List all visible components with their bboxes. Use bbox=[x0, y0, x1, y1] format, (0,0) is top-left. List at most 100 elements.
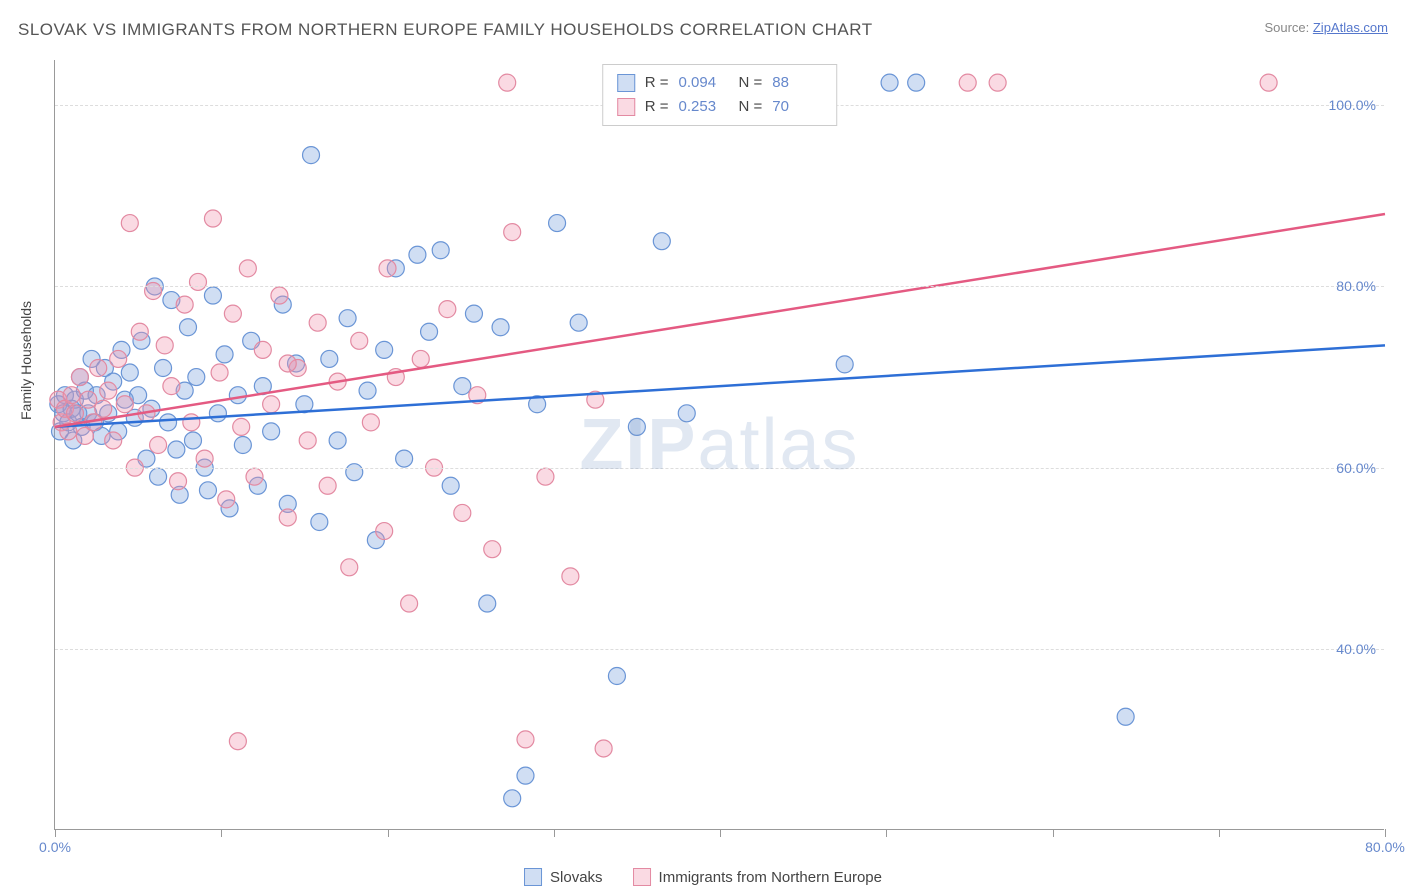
data-point bbox=[401, 595, 418, 612]
source-attribution: Source: ZipAtlas.com bbox=[1264, 20, 1388, 35]
data-point bbox=[537, 468, 554, 485]
data-point bbox=[150, 437, 167, 454]
chart-header: SLOVAK VS IMMIGRANTS FROM NORTHERN EUROP… bbox=[18, 20, 1388, 40]
legend-label: Slovaks bbox=[550, 869, 603, 886]
data-point bbox=[110, 350, 127, 367]
data-point bbox=[329, 432, 346, 449]
stat-r-value: 0.094 bbox=[679, 71, 729, 95]
data-point bbox=[168, 441, 185, 458]
x-tick bbox=[55, 829, 56, 837]
stat-n-label: N = bbox=[739, 95, 763, 119]
data-point bbox=[90, 360, 107, 377]
y-tick-label: 60.0% bbox=[1336, 460, 1376, 476]
data-point bbox=[442, 477, 459, 494]
x-tick bbox=[720, 829, 721, 837]
data-point bbox=[309, 314, 326, 331]
data-point bbox=[562, 568, 579, 585]
data-point bbox=[1260, 74, 1277, 91]
data-point bbox=[263, 423, 280, 440]
data-point bbox=[204, 210, 221, 227]
source-prefix: Source: bbox=[1264, 20, 1312, 35]
data-point bbox=[234, 437, 251, 454]
legend-label: Immigrants from Northern Europe bbox=[659, 869, 882, 886]
data-point bbox=[454, 378, 471, 395]
data-point bbox=[321, 350, 338, 367]
data-point bbox=[346, 464, 363, 481]
data-point bbox=[608, 668, 625, 685]
x-tick-label: 80.0% bbox=[1365, 839, 1405, 855]
data-point bbox=[239, 260, 256, 277]
data-point bbox=[218, 491, 235, 508]
stat-n-label: N = bbox=[739, 71, 763, 95]
data-point bbox=[180, 319, 197, 336]
data-point bbox=[379, 260, 396, 277]
data-point bbox=[339, 310, 356, 327]
stats-box: R =0.094N =88R =0.253N =70 bbox=[602, 64, 838, 126]
data-point bbox=[570, 314, 587, 331]
data-point bbox=[504, 224, 521, 241]
data-point bbox=[908, 74, 925, 91]
grid-line bbox=[55, 649, 1384, 650]
data-point bbox=[359, 382, 376, 399]
data-point bbox=[454, 504, 471, 521]
data-point bbox=[439, 301, 456, 318]
source-link[interactable]: ZipAtlas.com bbox=[1313, 20, 1388, 35]
data-point bbox=[517, 767, 534, 784]
x-tick-label: 0.0% bbox=[39, 839, 71, 855]
data-point bbox=[499, 74, 516, 91]
data-point bbox=[254, 341, 271, 358]
data-point bbox=[362, 414, 379, 431]
x-tick bbox=[554, 829, 555, 837]
data-point bbox=[229, 733, 246, 750]
data-point bbox=[678, 405, 695, 422]
stat-r-label: R = bbox=[645, 71, 669, 95]
data-point bbox=[209, 405, 226, 422]
data-point bbox=[279, 355, 296, 372]
stat-r-value: 0.253 bbox=[679, 95, 729, 119]
data-point bbox=[517, 731, 534, 748]
bottom-legend: Slovaks Immigrants from Northern Europe bbox=[524, 868, 882, 886]
series-swatch bbox=[617, 98, 635, 116]
data-point bbox=[95, 400, 112, 417]
data-point bbox=[479, 595, 496, 612]
data-point bbox=[184, 432, 201, 449]
data-point bbox=[100, 382, 117, 399]
data-point bbox=[229, 387, 246, 404]
data-point bbox=[432, 242, 449, 259]
data-point bbox=[271, 287, 288, 304]
data-point bbox=[121, 364, 138, 381]
stat-n-value: 88 bbox=[772, 71, 822, 95]
data-point bbox=[484, 541, 501, 558]
data-point bbox=[63, 387, 80, 404]
data-point bbox=[131, 323, 148, 340]
data-point bbox=[628, 418, 645, 435]
trend-line bbox=[55, 214, 1385, 427]
plot-area: ZIPatlas R =0.094N =88R =0.253N =70 40.0… bbox=[54, 60, 1384, 830]
data-point bbox=[311, 514, 328, 531]
data-point bbox=[150, 468, 167, 485]
legend-swatch bbox=[633, 868, 651, 886]
data-point bbox=[196, 450, 213, 467]
data-point bbox=[189, 273, 206, 290]
y-axis-label: Family Households bbox=[18, 301, 34, 420]
data-point bbox=[421, 323, 438, 340]
chart-title: SLOVAK VS IMMIGRANTS FROM NORTHERN EUROP… bbox=[18, 20, 873, 39]
stat-n-value: 70 bbox=[772, 95, 822, 119]
legend-item: Immigrants from Northern Europe bbox=[633, 868, 882, 886]
data-point bbox=[653, 233, 670, 250]
data-point bbox=[233, 418, 250, 435]
scatter-svg bbox=[55, 60, 1384, 829]
legend-swatch bbox=[524, 868, 542, 886]
data-point bbox=[163, 378, 180, 395]
data-point bbox=[121, 215, 138, 232]
series-swatch bbox=[617, 74, 635, 92]
legend-item: Slovaks bbox=[524, 868, 603, 886]
data-point bbox=[376, 341, 393, 358]
data-point bbox=[176, 296, 193, 313]
data-point bbox=[105, 432, 122, 449]
y-tick-label: 80.0% bbox=[1336, 278, 1376, 294]
data-point bbox=[66, 405, 83, 422]
data-point bbox=[263, 396, 280, 413]
data-point bbox=[160, 414, 177, 431]
data-point bbox=[80, 391, 97, 408]
